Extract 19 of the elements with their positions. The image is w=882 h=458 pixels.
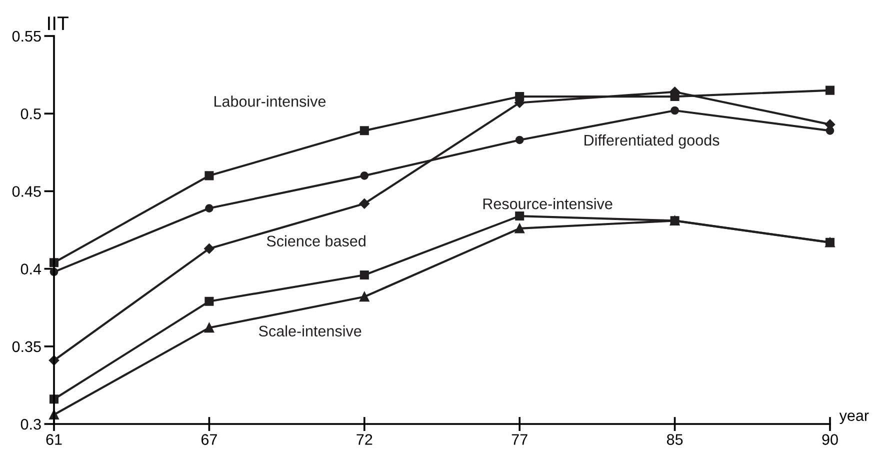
text: Labour-intensive — [214, 96, 326, 107]
x-tick-label: 61 — [46, 434, 62, 445]
x-tick-label: 90 — [822, 434, 838, 445]
series-label: Differentiated goods — [584, 134, 720, 149]
series-label: Resource-intensive — [483, 198, 612, 210]
series-label: Science based — [266, 235, 366, 247]
y-axis-title: IIT — [48, 16, 68, 30]
y-tick-label: 0.5 — [20, 108, 41, 120]
x-axis-title: year — [839, 412, 869, 424]
x-tick-label: 85 — [666, 434, 683, 445]
y-tick-label: 0.35 — [12, 341, 41, 352]
series-label: Scale-intensive — [258, 325, 362, 337]
y-tick-label: 0.45 — [12, 186, 41, 197]
x-tick-label: 67 — [201, 434, 217, 445]
y-tick-label: 0.4 — [20, 264, 42, 274]
x-tick-label: 77 — [512, 434, 528, 445]
x-tick-label: 72 — [356, 434, 372, 445]
y-tick-label: 0.3 — [20, 418, 41, 430]
y-tick-label: 0.55 — [12, 30, 41, 42]
